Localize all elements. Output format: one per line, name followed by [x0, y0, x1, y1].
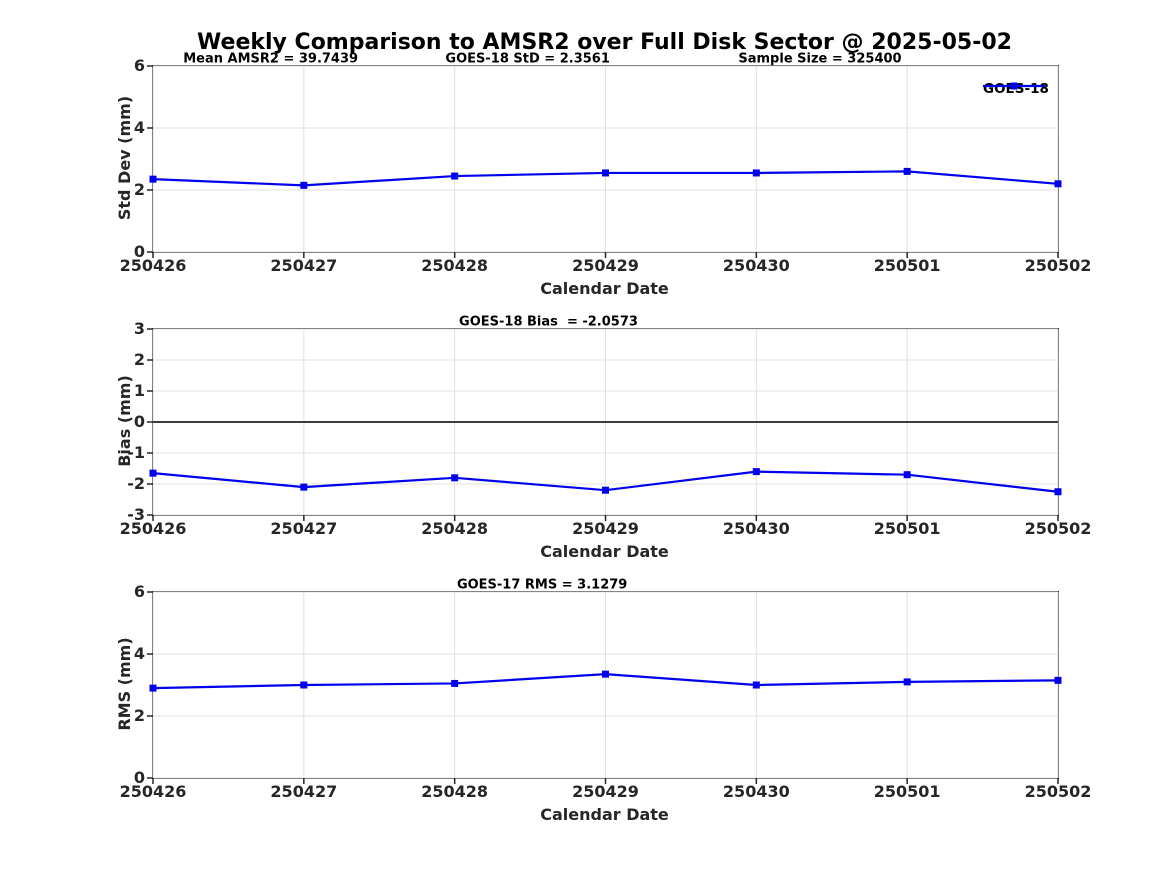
x-tick-label: 250428	[421, 256, 489, 275]
annotation: GOES-18 StD = 2.3561	[445, 51, 610, 67]
annotation: Sample Size = 325400	[738, 51, 902, 67]
y-tick-label: 0	[133, 242, 145, 261]
x-tick-label: 250501	[873, 519, 941, 538]
x-tick-label: 250426	[119, 256, 187, 275]
x-tick-label: 250427	[270, 782, 338, 801]
x-tick-label: 250501	[873, 256, 941, 275]
x-tick-label: 250429	[572, 782, 639, 801]
y-tick-label: 2	[133, 180, 145, 199]
y-tick-label: -2	[127, 474, 145, 493]
x-tick-label: 250427	[270, 256, 338, 275]
y-tick-label: 1	[133, 381, 145, 400]
x-tick-label: 250501	[873, 782, 941, 801]
y-tick-label: 0	[133, 768, 145, 787]
x-tick-label: 250502	[1024, 519, 1092, 538]
plot-area: -3 -2 -1 0 1 2 3 250426 250427 250428 250429 250430…	[120, 315, 1092, 538]
y-tick-label: 4	[133, 118, 145, 137]
x-tick-label: 250426	[119, 782, 187, 801]
x-tick-label: 250426	[119, 519, 187, 538]
y-axis-label: Std Dev (mm)	[115, 95, 134, 221]
x-axis-label: Calendar Date	[540, 542, 669, 561]
legend-line-sample	[983, 82, 1045, 90]
y-tick-label: 0	[133, 412, 145, 431]
x-tick-label: 250427	[270, 519, 338, 538]
x-axis-label: Calendar Date	[540, 805, 669, 824]
annotation: Mean AMSR2 = 39.7439	[183, 51, 359, 67]
y-tick-label: 6	[133, 56, 145, 75]
x-tick-label: 250502	[1024, 256, 1092, 275]
y-tick-label: -3	[127, 505, 145, 524]
x-tick-label: 250430	[722, 256, 790, 275]
y-tick-label: -1	[127, 443, 145, 462]
subplot-std-dev: Std Dev (mm) GOES-18 0 2 4 6 250426 250427 250…	[115, 52, 1092, 298]
subplot-bias: Bias (mm) -3 -2 -1 0 1 2 3 250426 250427 250428 25…	[115, 315, 1092, 561]
subplot-rms: RMS (mm) 0 2 4 6 250426 250427 250428 250429 250…	[115, 578, 1092, 824]
legend: GOES-18	[983, 80, 1049, 98]
y-tick-label: 3	[133, 319, 145, 338]
x-tick-label: 250428	[421, 519, 489, 538]
x-axis-label: Calendar Date	[540, 279, 669, 298]
x-tick-label: 250430	[722, 782, 790, 801]
y-tick-label: 4	[133, 644, 145, 663]
plot-area: 0 2 4 6 250426 250427 250428 250429 250430 250501…	[120, 578, 1092, 801]
y-tick-label: 2	[133, 350, 145, 369]
annotation: GOES-18 Bias = -2.0573	[459, 314, 638, 330]
x-tick-label: 250502	[1024, 782, 1092, 801]
x-tick-label: 250429	[572, 519, 639, 538]
y-tick-label: 6	[133, 582, 145, 601]
x-tick-label: 250430	[722, 519, 790, 538]
annotation: GOES-17 RMS = 3.1279	[456, 577, 628, 593]
y-tick-label: 2	[133, 706, 145, 725]
x-tick-label: 250428	[421, 782, 489, 801]
plot-area: GOES-18 0 2 4 6 250426 250427 250428 250429 2504…	[120, 52, 1092, 275]
x-tick-label: 250429	[572, 256, 639, 275]
figure-title: Weekly Comparison to AMSR2 over Full Dis…	[197, 30, 1012, 55]
